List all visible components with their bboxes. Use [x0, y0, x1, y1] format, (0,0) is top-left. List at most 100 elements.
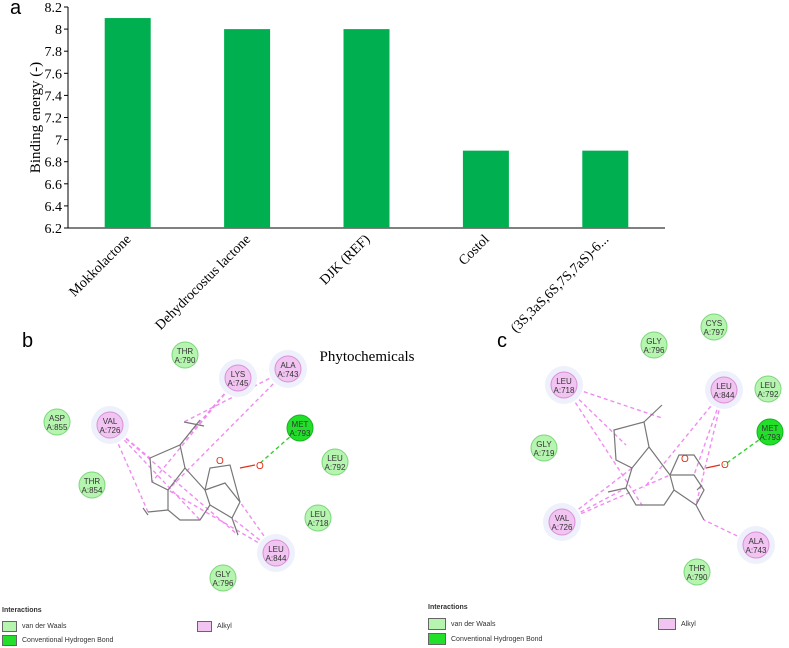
- residue-chain: A:793: [290, 429, 311, 438]
- ligand-bond: [142, 507, 149, 516]
- residue-chain: A:743: [278, 370, 299, 379]
- legend-c: Interactions van der Waals Conventional …: [428, 604, 783, 646]
- interaction-line: [167, 368, 289, 491]
- legend-b: Interactions van der Waals Conventional …: [2, 607, 392, 647]
- residue-chain: A:844: [266, 554, 287, 563]
- legend-label-alkyl: Alkyl: [217, 623, 232, 630]
- x-tick-label: Costol: [456, 232, 493, 269]
- legend-title: Interactions: [428, 604, 468, 611]
- residue-chain: A:718: [554, 386, 575, 395]
- y-tick-label: 6.6: [45, 178, 63, 193]
- residue-disc: [756, 418, 784, 446]
- interaction-line: [561, 474, 671, 523]
- residue-disc: [304, 504, 332, 532]
- y-tick-label: 7.8: [45, 45, 63, 60]
- residue-name: MET: [762, 424, 779, 433]
- residue-disc: [700, 313, 728, 341]
- residue-name: THR: [689, 564, 706, 573]
- legend-item-hbond: Conventional Hydrogen Bond: [428, 633, 542, 645]
- ligand-bond: [705, 464, 721, 469]
- residue-name: LEU: [716, 382, 732, 391]
- residue-chain: A:719: [534, 449, 555, 458]
- ligand-bond: [147, 509, 169, 513]
- residue-disc: [683, 558, 711, 586]
- vdw-swatch: [428, 618, 446, 630]
- ligand-bond: [204, 464, 241, 503]
- hbond-swatch: [2, 635, 17, 646]
- bar: [104, 18, 151, 228]
- residue-disc: [262, 539, 290, 567]
- y-tick-label: 7: [55, 134, 62, 149]
- residue-name: THR: [84, 477, 101, 486]
- residue-disc: [171, 341, 199, 369]
- residue-name: LEU: [760, 381, 776, 390]
- residue-chain: A:793: [760, 433, 781, 442]
- legend-label-hbond: Conventional Hydrogen Bond: [451, 635, 543, 643]
- oxygen-atom: O: [216, 456, 224, 467]
- residue-chain: A:796: [213, 579, 234, 588]
- bar: [343, 29, 390, 228]
- oxygen-atom: O: [721, 460, 729, 471]
- interaction-line: [109, 424, 239, 536]
- ligand-bond: [167, 467, 211, 521]
- panel-label-b: b: [22, 330, 34, 352]
- residue-chain: A:726: [100, 426, 121, 435]
- residue-name: LEU: [556, 377, 572, 386]
- panel-label-c: c: [497, 330, 507, 352]
- y-tick-label: 7.2: [45, 112, 63, 127]
- legend-item-alkyl: Alkyl: [658, 618, 696, 630]
- residue-disc: [209, 564, 237, 592]
- residue-disc: [274, 355, 302, 383]
- residue-name: LEU: [268, 545, 284, 554]
- residue-name: LEU: [327, 454, 343, 463]
- y-tick-label: 8.2: [45, 1, 63, 16]
- hbond-swatch: [428, 633, 446, 645]
- residue-disc: [78, 471, 106, 499]
- interaction-line: [151, 377, 239, 483]
- legend-title: Interactions: [2, 607, 42, 614]
- x-tick-label: Mokkolactone: [67, 232, 135, 300]
- residue-chain: A:718: [308, 519, 329, 528]
- residue-chain: A:792: [325, 463, 346, 472]
- interaction-line: [109, 424, 201, 521]
- bar-chart: 6.2 6.4 6.6 6.8 7 7.2 7.4 7.6 7.8 8 8.2 Binding ene…: [28, 1, 665, 365]
- y-tick-label: 6.2: [45, 222, 63, 237]
- residue-disc: [754, 375, 782, 403]
- ligand-bond: [695, 504, 705, 521]
- interaction-line: [561, 487, 627, 523]
- residue-name: ALA: [748, 537, 764, 546]
- ligand-bond: [670, 474, 705, 506]
- residue-disc: [286, 414, 314, 442]
- residue-name: CYS: [706, 319, 722, 328]
- vdw-swatch: [2, 621, 17, 632]
- residue-disc: [742, 531, 770, 559]
- residue-name: GLY: [215, 570, 231, 579]
- residue-chain: A:844: [714, 391, 735, 400]
- residue-chain: A:790: [175, 356, 196, 365]
- bar: [224, 29, 271, 228]
- interaction-diagram-b: O O THRA:790LYSA:745ALAA:743ASPA:855VALA…: [43, 341, 349, 592]
- ligand-bond: [183, 421, 205, 427]
- residue-disc: [96, 411, 124, 439]
- ligand-bond: [239, 464, 256, 469]
- residue-chain: A:790: [687, 573, 708, 582]
- legend-item-hbond: Conventional Hydrogen Bond: [2, 635, 113, 646]
- residue-chain: A:726: [552, 523, 573, 532]
- legend-label-vdw: van der Waals: [22, 623, 67, 630]
- residue-name: THR: [177, 347, 194, 356]
- residue-disc: [321, 448, 349, 476]
- x-tick-label: Dehydrocostus lactone: [153, 232, 254, 333]
- y-axis-label: Binding energy (-): [28, 62, 44, 173]
- interaction-line: [643, 389, 725, 489]
- residue-disc: [548, 508, 576, 536]
- legend-item-alkyl: Alkyl: [197, 621, 232, 632]
